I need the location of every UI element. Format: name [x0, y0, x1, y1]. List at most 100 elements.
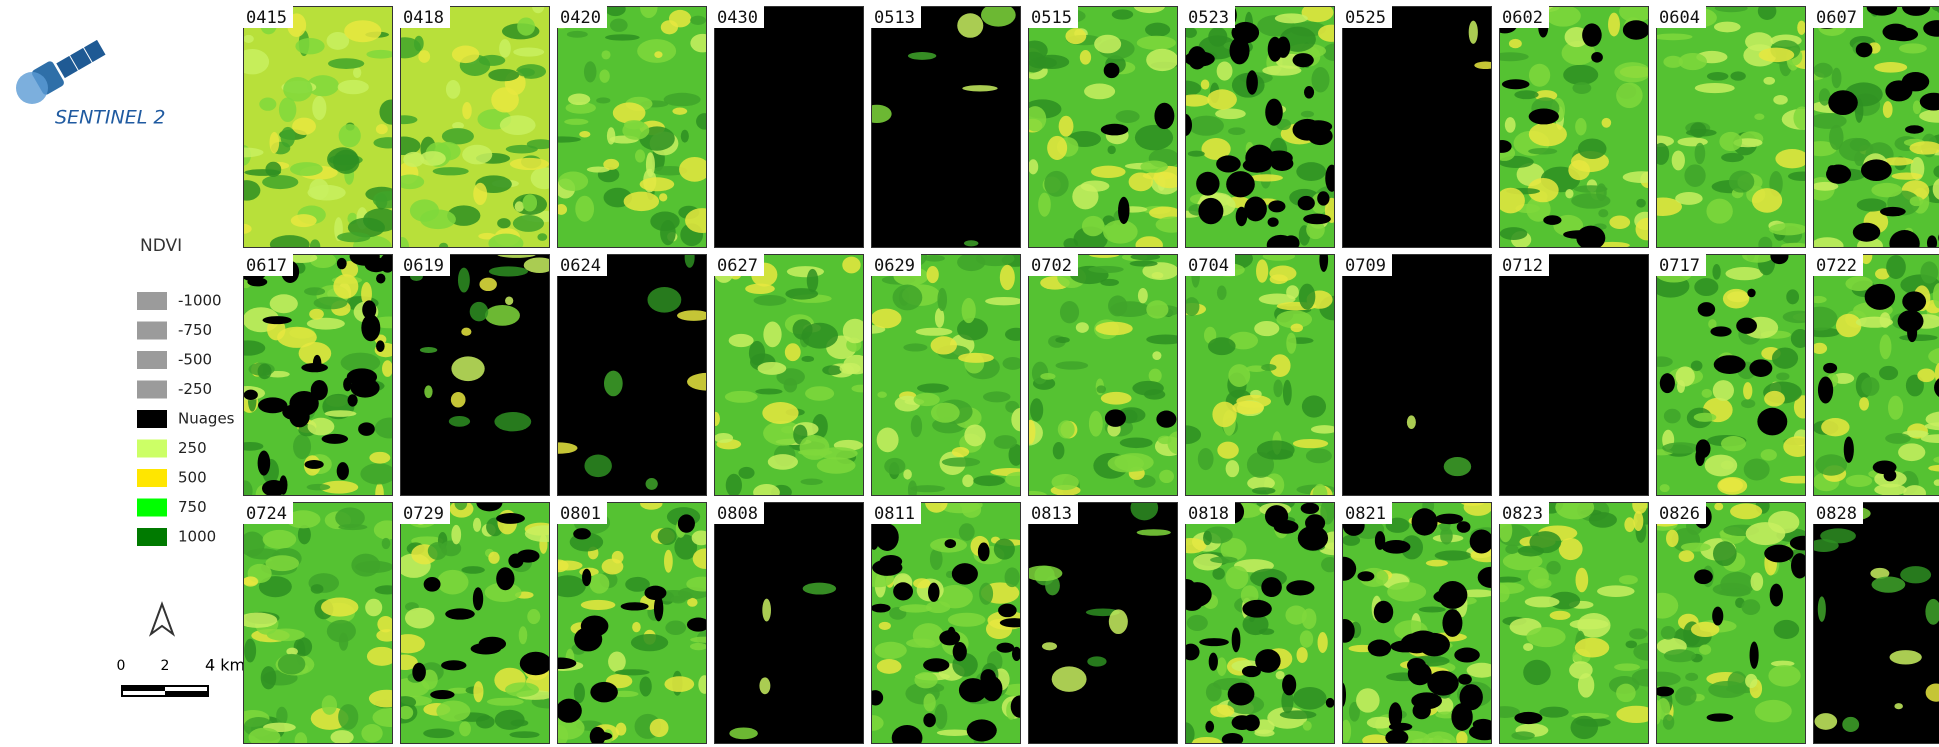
vegetation-patch — [1761, 449, 1777, 461]
vegetation-patch — [1702, 389, 1713, 398]
image-tile: 0430 — [714, 6, 864, 248]
cloud-patch — [923, 713, 936, 727]
cloud-patch — [872, 560, 902, 576]
tile-label: 0704 — [1188, 256, 1229, 276]
cloud-patch — [1305, 514, 1325, 531]
vegetation-patch — [451, 525, 461, 545]
cloud-patch — [1156, 411, 1176, 428]
vegetation-patch — [1774, 620, 1800, 639]
vegetation-patch — [337, 232, 370, 242]
image-tile: 0629 — [857, 246, 1032, 500]
vegetation-patch — [278, 654, 305, 675]
vegetation-patch — [552, 561, 582, 571]
vegetation-patch — [291, 214, 317, 227]
vegetation-patch — [1768, 665, 1800, 687]
vegetation-patch — [1280, 710, 1317, 719]
vegetation-patch — [1158, 436, 1172, 445]
vegetation-patch — [1135, 125, 1173, 151]
vegetation-patch — [1040, 373, 1055, 380]
image-tile: 0823 — [1489, 493, 1665, 744]
legend-label: 1000 — [178, 528, 216, 546]
vegetation-patch — [365, 599, 382, 617]
vegetation-patch — [957, 13, 983, 38]
vegetation-patch — [800, 479, 822, 485]
cloud-patch — [928, 583, 940, 602]
cloud-patch — [1317, 191, 1329, 205]
vegetation-patch — [470, 302, 489, 322]
vegetation-patch — [659, 193, 667, 201]
cloud-patch — [430, 690, 454, 699]
vegetation-patch — [632, 622, 641, 632]
vegetation-patch — [1254, 321, 1279, 336]
cloud-patch — [1222, 733, 1243, 746]
vegetation-patch — [1135, 236, 1162, 254]
vegetation-patch — [1146, 334, 1185, 344]
vegetation-patch — [424, 385, 432, 398]
vegetation-patch — [1575, 638, 1609, 658]
vegetation-patch — [1110, 301, 1150, 317]
vegetation-patch — [276, 707, 287, 725]
vegetation-patch — [1198, 448, 1214, 470]
vegetation-patch — [962, 475, 973, 488]
vegetation-patch — [1095, 322, 1132, 336]
vegetation-patch — [914, 393, 940, 406]
image-tile: 0515 — [1020, 0, 1189, 254]
vegetation-patch — [903, 343, 927, 351]
vegetation-patch — [985, 297, 1023, 305]
cloud-patch — [1818, 377, 1833, 404]
cloud-patch — [1828, 90, 1858, 115]
cloud-patch — [1902, 72, 1929, 91]
vegetation-patch — [500, 115, 536, 135]
vegetation-patch — [1302, 608, 1317, 629]
vegetation-patch — [1464, 499, 1493, 516]
vegetation-patch — [1528, 148, 1557, 155]
vegetation-patch — [1509, 39, 1522, 48]
cloud-patch — [1865, 284, 1895, 310]
vegetation-patch — [1275, 13, 1308, 23]
vegetation-patch — [851, 385, 870, 393]
tile-label: 0515 — [1031, 8, 1072, 28]
tile-background — [714, 502, 864, 744]
vegetation-patch — [913, 623, 944, 648]
scale-label: 0 — [117, 658, 126, 674]
vegetation-patch — [931, 336, 957, 354]
vegetation-patch — [952, 447, 969, 457]
vegetation-patch — [394, 237, 409, 256]
cloud-patch — [1861, 159, 1892, 181]
vegetation-patch — [461, 566, 484, 574]
vegetation-patch — [485, 305, 520, 326]
vegetation-patch — [1917, 369, 1935, 383]
vegetation-patch — [1022, 52, 1046, 73]
cloud-patch — [923, 658, 949, 672]
vegetation-patch — [1306, 448, 1332, 463]
vegetation-patch — [1228, 127, 1245, 135]
vegetation-patch — [523, 194, 538, 211]
vegetation-patch — [596, 97, 610, 103]
vegetation-patch — [647, 287, 681, 313]
vegetation-patch — [369, 452, 390, 464]
tile-label: 0607 — [1816, 8, 1857, 28]
legend-label: 500 — [178, 469, 207, 487]
vegetation-patch — [449, 416, 470, 427]
cloud-patch — [1199, 638, 1229, 646]
vegetation-patch — [1666, 530, 1679, 548]
cloud-patch — [1326, 698, 1335, 708]
cloud-patch — [1770, 584, 1783, 607]
vegetation-patch — [1138, 288, 1148, 303]
cloud-patch — [1433, 590, 1464, 604]
image-tile: 0828 — [1809, 498, 1939, 744]
vegetation-patch — [243, 35, 254, 43]
vegetation-patch — [1920, 261, 1938, 283]
vegetation-patch — [1491, 582, 1524, 594]
cloud-patch — [1473, 719, 1494, 730]
image-tile: 0724 — [237, 502, 407, 747]
tile-label: 0828 — [1816, 504, 1857, 524]
cloud-patch — [592, 732, 613, 740]
vegetation-patch — [410, 199, 439, 221]
vegetation-patch — [964, 240, 978, 246]
cloud-patch — [939, 630, 960, 645]
vegetation-patch — [270, 235, 310, 254]
vegetation-patch — [768, 454, 798, 470]
vegetation-patch — [762, 599, 771, 622]
vegetation-patch — [1217, 442, 1238, 459]
